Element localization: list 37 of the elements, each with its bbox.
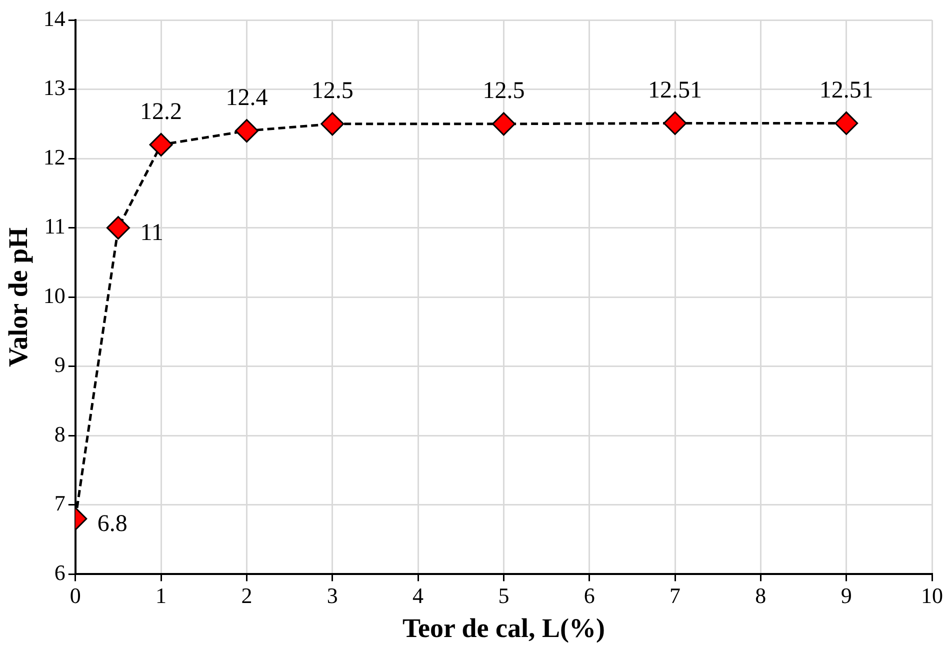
- y-tick-label: 13: [43, 75, 66, 100]
- point: [234, 119, 258, 143]
- point: [106, 216, 130, 240]
- data-label: 12.4: [226, 85, 268, 112]
- x-tick-label: 4: [412, 583, 424, 608]
- data-label: 6.8: [97, 511, 128, 538]
- y-tick-label: 14: [43, 6, 66, 31]
- x-tick-label: 9: [840, 583, 852, 608]
- data-label: 11: [140, 220, 164, 246]
- y-axis-title: Valor de pH: [3, 227, 34, 367]
- x-tick-label: 8: [755, 583, 766, 608]
- x-axis-title: Teor de cal, L(%): [402, 612, 605, 643]
- x-tick-label: 5: [498, 583, 510, 608]
- y-tick-label: 12: [43, 144, 66, 170]
- y-tick-label: 6: [54, 560, 66, 585]
- x-tick-label: 7: [670, 583, 681, 608]
- y-tick-label: 11: [44, 214, 66, 239]
- x-tick-label: 2: [241, 583, 252, 608]
- x-tick-label: 3: [326, 583, 338, 608]
- x-tick-label: 10: [921, 583, 943, 608]
- x-tick-label: 1: [156, 583, 167, 608]
- data-label: 12.51: [648, 78, 702, 104]
- point: [492, 112, 516, 136]
- x-tick-label: 6: [584, 583, 595, 608]
- point: [834, 111, 858, 135]
- point: [663, 111, 687, 135]
- y-tick-label: 8: [54, 421, 66, 446]
- data-label: 12.5: [311, 78, 354, 104]
- x-tick-label: 0: [70, 583, 81, 608]
- data-label: 12.2: [140, 98, 182, 125]
- data-label: 12.51: [819, 78, 874, 104]
- y-tick-label: 9: [54, 352, 66, 378]
- data-label: 12.5: [482, 78, 525, 104]
- point: [320, 112, 344, 136]
- point: [149, 132, 173, 156]
- y-tick-label: 10: [43, 282, 66, 308]
- y-tick-label: 7: [54, 490, 66, 516]
